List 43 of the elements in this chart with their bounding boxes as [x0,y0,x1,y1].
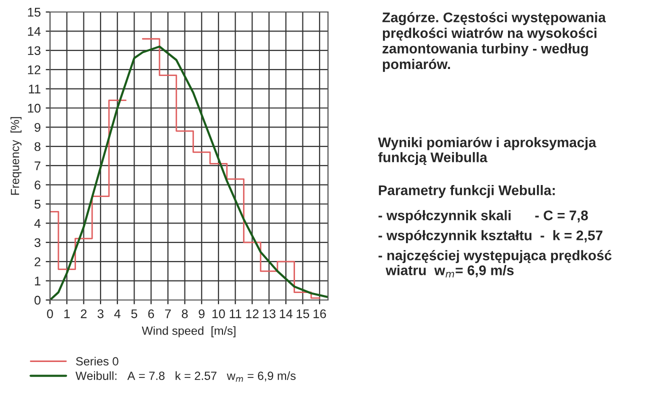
y-axis-title: Frequency [%] [10,117,22,195]
x-tick-label: 1 [64,309,70,318]
x-tick-label: 11 [230,309,242,318]
y-tick-label: 10 [28,104,40,113]
legend-label: Weibull: A = 7.8 k = 2.57 w$_{m}$ = 6,9 m/s [76,371,296,382]
x-tick-label: 3 [98,309,104,318]
text: - współczynnik skali - C = 7,8 [378,210,588,224]
text: Wyniki pomiarów i aproksymacja funkcją Weibulla [378,137,596,166]
x-tick-label: 15 [296,309,310,318]
y-tick-label: 4 [34,219,41,228]
x-tick-label: 7 [165,309,171,318]
y-tick-label: 12 [28,65,40,74]
y-tick-label: 6 [34,180,40,190]
y-tick-label: 2 [34,257,40,266]
x-tick-label: 5 [131,309,138,318]
text: - najczęściej występująca prędkość wiatru w$_{m}$= 6,9 m/s [378,250,612,278]
text: Parametry funkcji Webulla: [378,185,555,198]
y-tick-label: 3 [34,238,40,248]
x-tick-label: 14 [280,309,292,318]
y-tick-label: 15 [28,8,40,17]
y-tick-label: 13 [28,46,40,56]
x-tick-label: 8 [182,309,188,318]
y-tick-label: 11 [28,84,40,94]
y-tick-label: 8 [34,142,40,152]
y-tick-label: 7 [34,162,40,170]
x-axis-title: Wind speed [m/s] [142,326,236,338]
y-tick-label: 14 [28,27,41,36]
x-tick-label: 6 [148,309,154,318]
y-tick-label: 1 [34,276,40,286]
legend-label: Series 0 [76,356,118,366]
x-tick-label: 12 [246,309,259,318]
x-tick-label: 0 [47,309,53,318]
text: - współczynnik kształtu - k = 2,57 [378,230,602,244]
x-tick-label: 9 [198,309,205,318]
x-tick-label: 4 [114,309,121,318]
y-tick-label: 5 [34,200,40,209]
y-tick-label: 9 [34,123,40,132]
x-tick-label: 16 [314,309,326,318]
x-tick-label: 10 [212,309,225,318]
y-tick-label: 0 [34,296,40,305]
x-tick-label: 2 [80,309,87,318]
text: Zagórze. Częstości występowania prędkości wiatrów na wysokości zamontowania turbiny - według pomiarów. [382,12,606,72]
x-tick-label: 13 [263,309,276,318]
